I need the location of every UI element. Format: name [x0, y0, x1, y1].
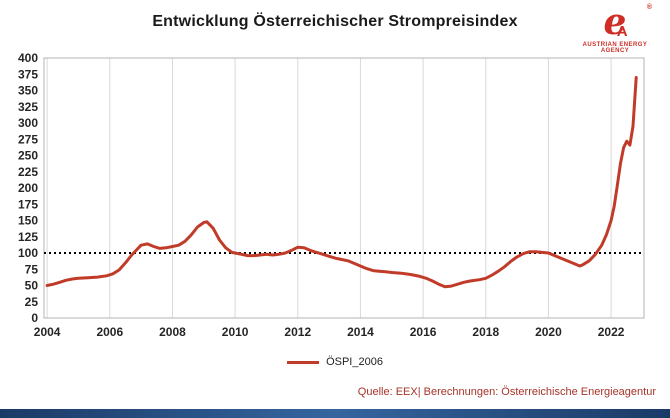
legend-line-swatch [287, 360, 320, 364]
page-title: Entwicklung Österreichischer Strompreisi… [152, 13, 518, 30]
svg-text:2016: 2016 [410, 325, 437, 339]
svg-text:2008: 2008 [159, 325, 186, 339]
svg-text:150: 150 [18, 214, 38, 228]
logo-mark: e A ® [572, 4, 658, 40]
svg-text:275: 275 [18, 132, 38, 146]
svg-text:175: 175 [18, 197, 38, 211]
svg-text:325: 325 [18, 100, 38, 114]
logo-letter-a: A [616, 23, 628, 40]
svg-text:350: 350 [18, 84, 38, 98]
legend-series-label: ÖSPI_2006 [326, 356, 383, 368]
svg-text:2010: 2010 [222, 325, 249, 339]
svg-text:125: 125 [18, 230, 38, 244]
chart-svg: 0 25 50 75 100 125 150 175 200 225 250 275 300 325 350… [18, 51, 645, 339]
svg-text:2006: 2006 [96, 325, 123, 339]
svg-text:225: 225 [18, 165, 38, 179]
bottom-blue-bar [0, 409, 670, 418]
source-attribution: Quelle: EEX| Berechnungen: Österreichisc… [357, 386, 656, 398]
svg-text:2004: 2004 [34, 325, 61, 339]
svg-text:2020: 2020 [535, 325, 562, 339]
logo-caption: AUSTRIAN ENERGY AGENCY [582, 42, 648, 54]
svg-text:50: 50 [25, 279, 39, 293]
registered-trademark-icon: ® [646, 4, 652, 11]
svg-text:75: 75 [25, 262, 39, 276]
svg-text:2018: 2018 [472, 325, 499, 339]
svg-text:300: 300 [18, 116, 38, 130]
svg-text:2014: 2014 [347, 325, 374, 339]
svg-text:250: 250 [18, 149, 38, 163]
svg-text:400: 400 [18, 51, 38, 65]
svg-text:375: 375 [18, 67, 38, 81]
chart-legend: ÖSPI_2006 [0, 354, 670, 370]
svg-text:100: 100 [18, 246, 38, 260]
svg-text:0: 0 [31, 311, 38, 325]
logo-letter-e: e [603, 1, 627, 43]
austrian-energy-agency-logo: e A ® AUSTRIAN ENERGY AGENCY [572, 4, 658, 54]
svg-text:2022: 2022 [598, 325, 625, 339]
svg-text:200: 200 [18, 181, 38, 195]
svg-text:2012: 2012 [284, 325, 311, 339]
svg-text:25: 25 [25, 295, 39, 309]
